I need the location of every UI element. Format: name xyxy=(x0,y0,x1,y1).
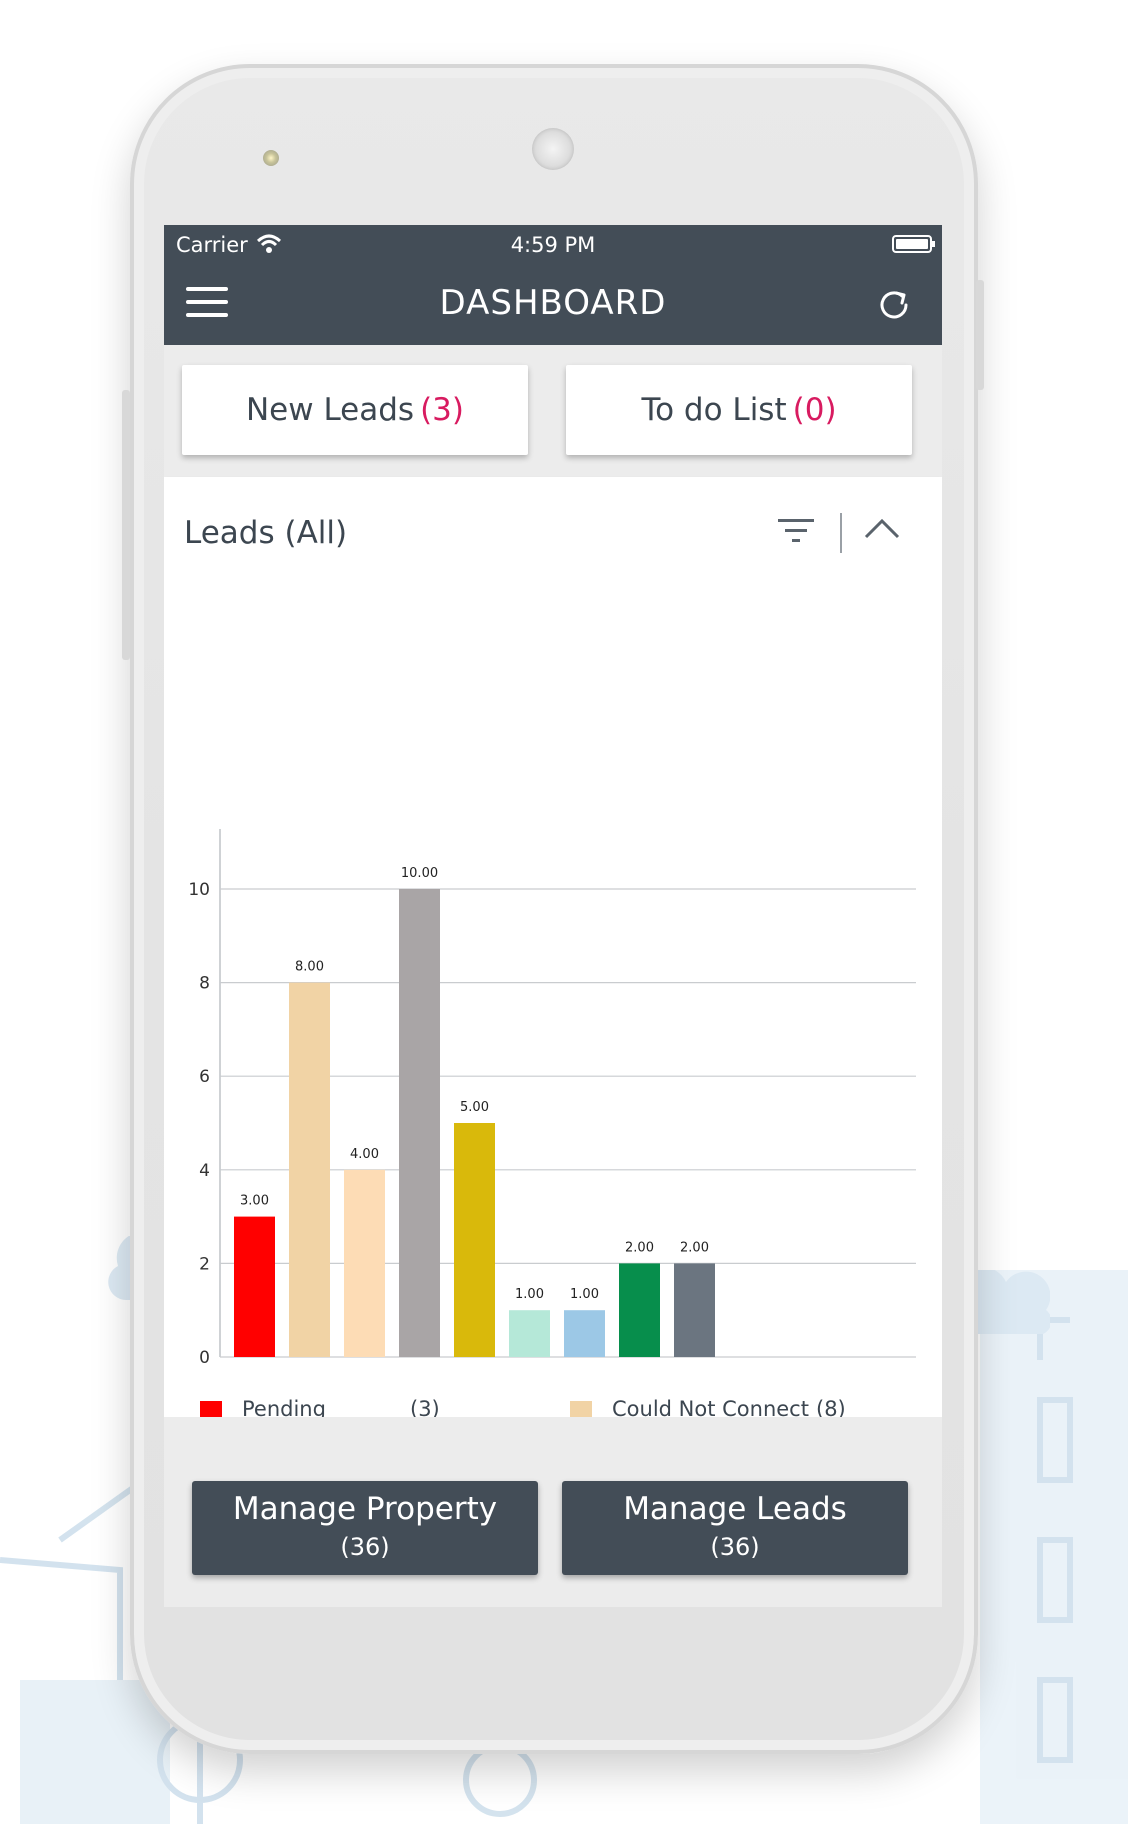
phone-power-button xyxy=(976,280,984,390)
new-leads-label: New Leads xyxy=(245,392,415,428)
bar-value-label: 5.00 xyxy=(460,1100,489,1115)
status-bar: Carrier 4:59 PM xyxy=(164,225,942,265)
wifi-icon xyxy=(256,234,282,253)
leads-panel-title: Leads (All) xyxy=(184,515,348,551)
bar-value-label: 10.00 xyxy=(401,866,438,881)
bar-meeting-scheduled xyxy=(454,1123,495,1357)
clock-label: 4:59 PM xyxy=(510,233,596,257)
bar-value-label: 2.00 xyxy=(625,1240,654,1255)
bar-value-label: 1.00 xyxy=(515,1287,544,1302)
bar-value-label: 1.00 xyxy=(570,1287,599,1302)
toolbar-divider xyxy=(840,513,842,553)
manage-leads-count: (36) xyxy=(710,1533,760,1561)
summary-cards: New Leads (3) To do List (0) xyxy=(164,345,942,477)
manage-property-button[interactable]: Manage Property (36) xyxy=(192,1481,538,1575)
y-tick-label: 0 xyxy=(199,1348,210,1368)
todo-list-label: To do List xyxy=(641,392,787,428)
bottom-actions: Manage Property (36) Manage Leads (36) xyxy=(164,1417,942,1607)
manage-property-label: Manage Property xyxy=(232,1491,498,1527)
manage-leads-button[interactable]: Manage Leads (36) xyxy=(562,1481,908,1575)
phone-speaker xyxy=(532,128,574,170)
bar-unserved xyxy=(674,1263,715,1357)
manage-leads-label: Manage Leads xyxy=(623,1491,847,1527)
y-tick-label: 10 xyxy=(188,880,210,900)
bar-callback xyxy=(344,1169,385,1357)
todo-list-button[interactable]: To do List (0) xyxy=(566,365,912,455)
battery-icon xyxy=(892,235,935,253)
phone-camera xyxy=(263,150,279,166)
bar-could-not-connect xyxy=(289,982,330,1357)
bar-value-label: 3.00 xyxy=(240,1194,269,1209)
hamburger-menu-icon[interactable] xyxy=(186,287,228,319)
bar-value-label: 2.00 xyxy=(680,1240,709,1255)
carrier-label: Carrier xyxy=(176,233,248,257)
bar-value-label: 4.00 xyxy=(350,1147,379,1162)
cloud-right-illustration xyxy=(960,1270,1050,1334)
manage-property-count: (36) xyxy=(340,1533,390,1561)
y-tick-label: 4 xyxy=(199,1161,210,1181)
bar-visit-done xyxy=(564,1310,605,1357)
phone-volume-button xyxy=(122,390,130,660)
bar-value-label: 8.00 xyxy=(295,960,324,975)
bar-pending xyxy=(234,1216,275,1357)
new-leads-count: (3) xyxy=(420,392,464,428)
y-tick-label: 2 xyxy=(199,1254,210,1274)
app-screen: Carrier 4:59 PM DASHBOARD New Leads (3) T… xyxy=(164,225,942,1607)
bar-visit-scheduled xyxy=(509,1310,550,1357)
leads-bar-chart: 0 2 4 6 8 10 3.00 8.00 4.00 10.00 5.00 1.00 1.00 2.00… xyxy=(188,829,916,1368)
bar-converted xyxy=(619,1263,660,1357)
page-title: DASHBOARD xyxy=(439,283,667,323)
y-tick-label: 6 xyxy=(199,1067,210,1087)
top-app-bar: DASHBOARD xyxy=(164,265,942,345)
new-leads-button[interactable]: New Leads (3) xyxy=(182,365,528,455)
y-tick-label: 8 xyxy=(199,974,210,994)
todo-list-count: (0) xyxy=(792,392,837,428)
chevron-up-icon[interactable] xyxy=(862,513,902,545)
refresh-icon[interactable] xyxy=(876,287,912,323)
leads-chart-panel: Leads (All) 0 2 4 6 8 10 3.00 8.00 4.00 10.00 5.00… xyxy=(164,477,942,1599)
filter-icon[interactable] xyxy=(776,515,816,547)
bar-not-interested xyxy=(399,889,440,1357)
